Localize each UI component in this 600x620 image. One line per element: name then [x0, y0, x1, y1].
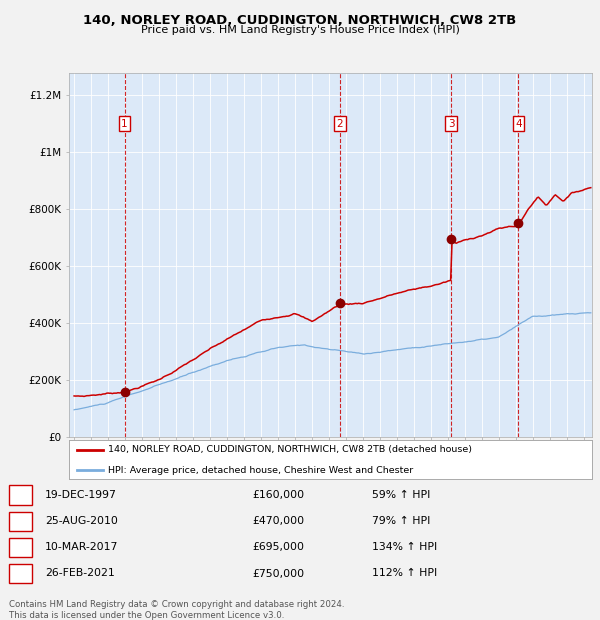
Text: 4: 4 [17, 569, 24, 578]
Text: Contains HM Land Registry data © Crown copyright and database right 2024.
This d: Contains HM Land Registry data © Crown c… [9, 600, 344, 619]
Text: 3: 3 [448, 119, 454, 129]
Text: 19-DEC-1997: 19-DEC-1997 [45, 490, 117, 500]
Text: 10-MAR-2017: 10-MAR-2017 [45, 542, 118, 552]
Text: 140, NORLEY ROAD, CUDDINGTON, NORTHWICH, CW8 2TB (detached house): 140, NORLEY ROAD, CUDDINGTON, NORTHWICH,… [108, 445, 472, 454]
Text: 1: 1 [17, 490, 24, 500]
Text: £695,000: £695,000 [252, 542, 304, 552]
Text: HPI: Average price, detached house, Cheshire West and Chester: HPI: Average price, detached house, Ches… [108, 466, 413, 475]
Text: £470,000: £470,000 [252, 516, 304, 526]
Text: 134% ↑ HPI: 134% ↑ HPI [372, 542, 437, 552]
Text: £160,000: £160,000 [252, 490, 304, 500]
Text: 4: 4 [515, 119, 522, 129]
Text: 2: 2 [17, 516, 24, 526]
Text: 140, NORLEY ROAD, CUDDINGTON, NORTHWICH, CW8 2TB: 140, NORLEY ROAD, CUDDINGTON, NORTHWICH,… [83, 14, 517, 27]
Text: Price paid vs. HM Land Registry's House Price Index (HPI): Price paid vs. HM Land Registry's House … [140, 25, 460, 35]
Text: 79% ↑ HPI: 79% ↑ HPI [372, 516, 430, 526]
Text: 112% ↑ HPI: 112% ↑ HPI [372, 569, 437, 578]
Text: 25-AUG-2010: 25-AUG-2010 [45, 516, 118, 526]
Text: 1: 1 [121, 119, 128, 129]
Text: 3: 3 [17, 542, 24, 552]
Text: 59% ↑ HPI: 59% ↑ HPI [372, 490, 430, 500]
Text: 26-FEB-2021: 26-FEB-2021 [45, 569, 115, 578]
Text: 2: 2 [337, 119, 343, 129]
Text: £750,000: £750,000 [252, 569, 304, 578]
